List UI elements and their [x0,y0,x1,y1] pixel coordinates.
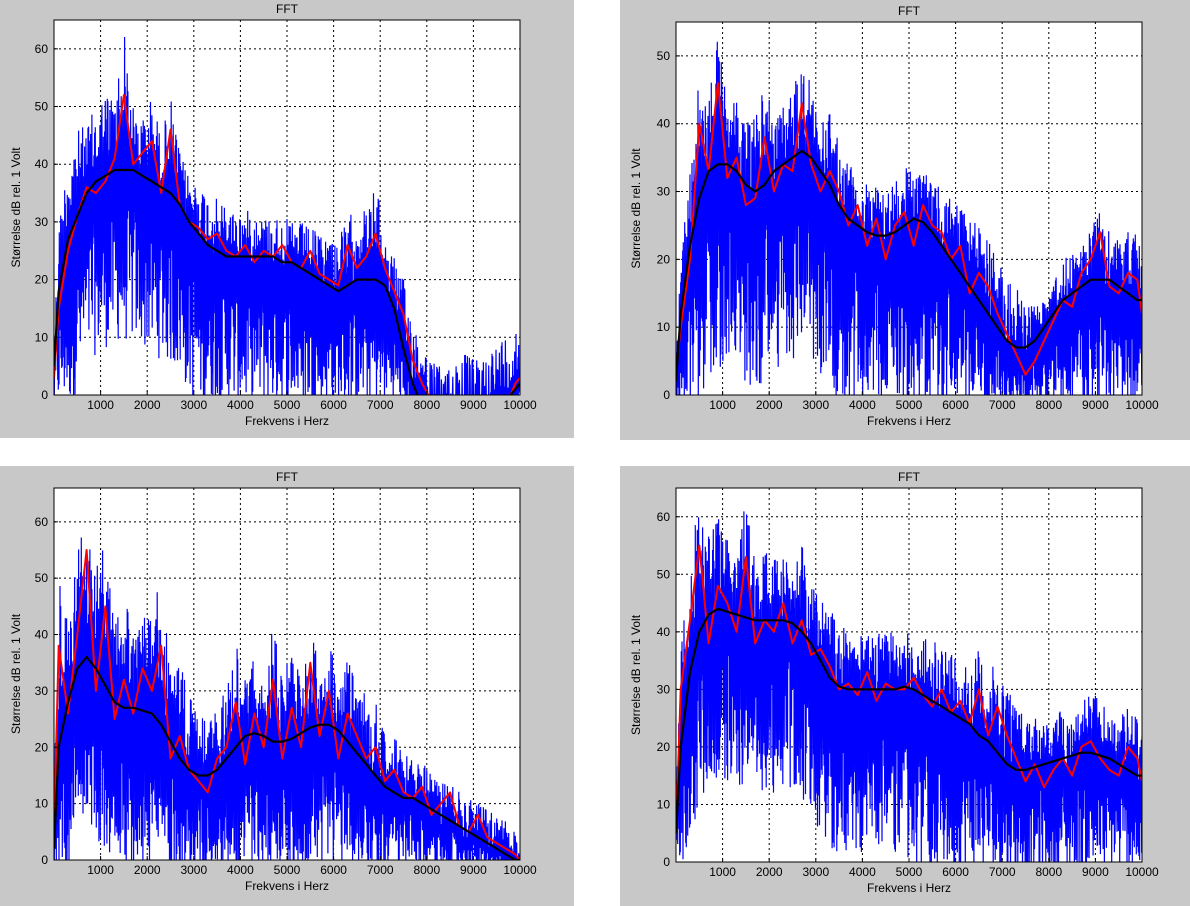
x-tick-label: 9000 [460,398,487,412]
y-tick-label: 60 [35,42,49,56]
y-tick-label: 40 [657,117,671,131]
x-tick-label: 2000 [756,398,783,412]
raw-spectrum [54,36,520,395]
smoothed-line [676,544,1142,834]
y-tick-label: 10 [657,320,671,334]
x-tick-label: 8000 [413,398,440,412]
x-tick-label: 2000 [134,863,161,877]
x-tick-label: 7000 [989,865,1016,879]
x-tick-label: 2000 [756,865,783,879]
x-tick-label: 9000 [1082,398,1109,412]
x-tick-label: 3000 [802,398,829,412]
smoothed-line [54,549,520,860]
chart-title: FFT [276,2,299,16]
fft-chart-svg: 1000 2000 3000 4000 5000 6000 7000 8000 9000 1000… [629,470,1159,895]
x-tick-label: 5000 [896,865,923,879]
x-axis-label: Frekvens i Herz [245,414,329,428]
y-tick-label: 0 [41,853,48,867]
x-tick-label: 10000 [1125,865,1159,879]
x-tick-label: 8000 [1035,865,1062,879]
fft-chart-1: 1000 2000 3000 4000 5000 6000 7000 8000 9000 1000… [0,0,574,438]
chart-title: FFT [898,4,921,18]
y-axis-label: Størrelse dB rel. 1 Volt [629,148,643,269]
x-tick-label: 6000 [320,863,347,877]
y-tick-label: 30 [35,684,49,698]
x-tick-label: 7000 [989,398,1016,412]
chart-title: FFT [276,470,299,484]
x-tick-label: 6000 [942,398,969,412]
x-tick-label: 7000 [367,398,394,412]
x-tick-label: 6000 [320,398,347,412]
y-tick-label: 60 [657,510,671,524]
x-tick-label: 2000 [134,398,161,412]
x-tick-label: 10000 [503,398,537,412]
x-tick-label: 3000 [180,398,207,412]
y-tick-label: 10 [35,797,49,811]
x-axis-label: Frekvens i Herz [867,414,951,428]
x-tick-label: 6000 [942,865,969,879]
trend-line [54,168,520,395]
smoothed-line [676,82,1142,376]
y-tick-label: 40 [35,157,49,171]
x-tick-label: 4000 [227,863,254,877]
raw-spectrum [676,511,1142,862]
y-axis-label: Størrelse dB rel. 1 Volt [9,613,23,734]
x-tick-label: 1000 [87,398,114,412]
trend-line [676,149,1142,382]
fft-chart-svg: 1000 2000 3000 4000 5000 6000 7000 8000 9000 1000… [9,470,537,893]
raw-spectrum [54,537,520,860]
trend-line [676,607,1142,834]
trend-line [54,656,520,860]
y-tick-label: 60 [35,515,49,529]
smoothed-line [54,94,520,395]
fft-chart-4: 1000 2000 3000 4000 5000 6000 7000 8000 9000 1000… [620,466,1190,906]
fft-chart-svg: 1000 2000 3000 4000 5000 6000 7000 8000 9000 1000… [9,2,537,428]
x-tick-label: 1000 [709,398,736,412]
y-tick-label: 10 [657,797,671,811]
y-tick-label: 0 [41,388,48,402]
y-axis-label: Størrelse dB rel. 1 Volt [9,147,23,268]
chart-title: FFT [898,470,921,484]
y-tick-label: 20 [657,252,671,266]
x-tick-label: 5000 [274,863,301,877]
x-axis-label: Frekvens i Herz [867,881,951,895]
y-axis-label: Størrelse dB rel. 1 Volt [629,614,643,735]
x-tick-label: 9000 [1082,865,1109,879]
y-tick-label: 40 [657,625,671,639]
y-tick-label: 0 [663,855,670,869]
x-tick-label: 5000 [274,398,301,412]
x-tick-label: 3000 [180,863,207,877]
y-tick-label: 0 [663,388,670,402]
fft-chart-2: 1000 2000 3000 4000 5000 6000 7000 8000 9000 1000… [620,0,1190,440]
raw-spectrum [676,41,1142,395]
x-tick-label: 5000 [896,398,923,412]
x-tick-label: 1000 [87,863,114,877]
y-tick-label: 50 [657,567,671,581]
x-tick-label: 9000 [460,863,487,877]
fft-chart-svg: 1000 2000 3000 4000 5000 6000 7000 8000 9000 1000… [629,4,1159,428]
x-tick-label: 8000 [1035,398,1062,412]
y-tick-label: 40 [35,628,49,642]
y-tick-label: 20 [35,740,49,754]
fft-chart-3: 1000 2000 3000 4000 5000 6000 7000 8000 9000 1000… [0,466,574,906]
y-tick-label: 50 [657,49,671,63]
x-tick-label: 4000 [849,398,876,412]
x-tick-label: 10000 [503,863,537,877]
y-tick-label: 30 [657,185,671,199]
y-tick-label: 30 [657,682,671,696]
y-tick-label: 20 [35,273,49,287]
x-tick-label: 3000 [802,865,829,879]
x-axis-label: Frekvens i Herz [245,879,329,893]
x-tick-label: 4000 [227,398,254,412]
y-tick-label: 10 [35,330,49,344]
x-tick-label: 4000 [849,865,876,879]
y-tick-label: 30 [35,215,49,229]
x-tick-label: 8000 [413,863,440,877]
y-tick-label: 50 [35,100,49,114]
x-tick-label: 10000 [1125,398,1159,412]
x-tick-label: 1000 [709,865,736,879]
y-tick-label: 20 [657,740,671,754]
y-tick-label: 50 [35,571,49,585]
x-tick-label: 7000 [367,863,394,877]
